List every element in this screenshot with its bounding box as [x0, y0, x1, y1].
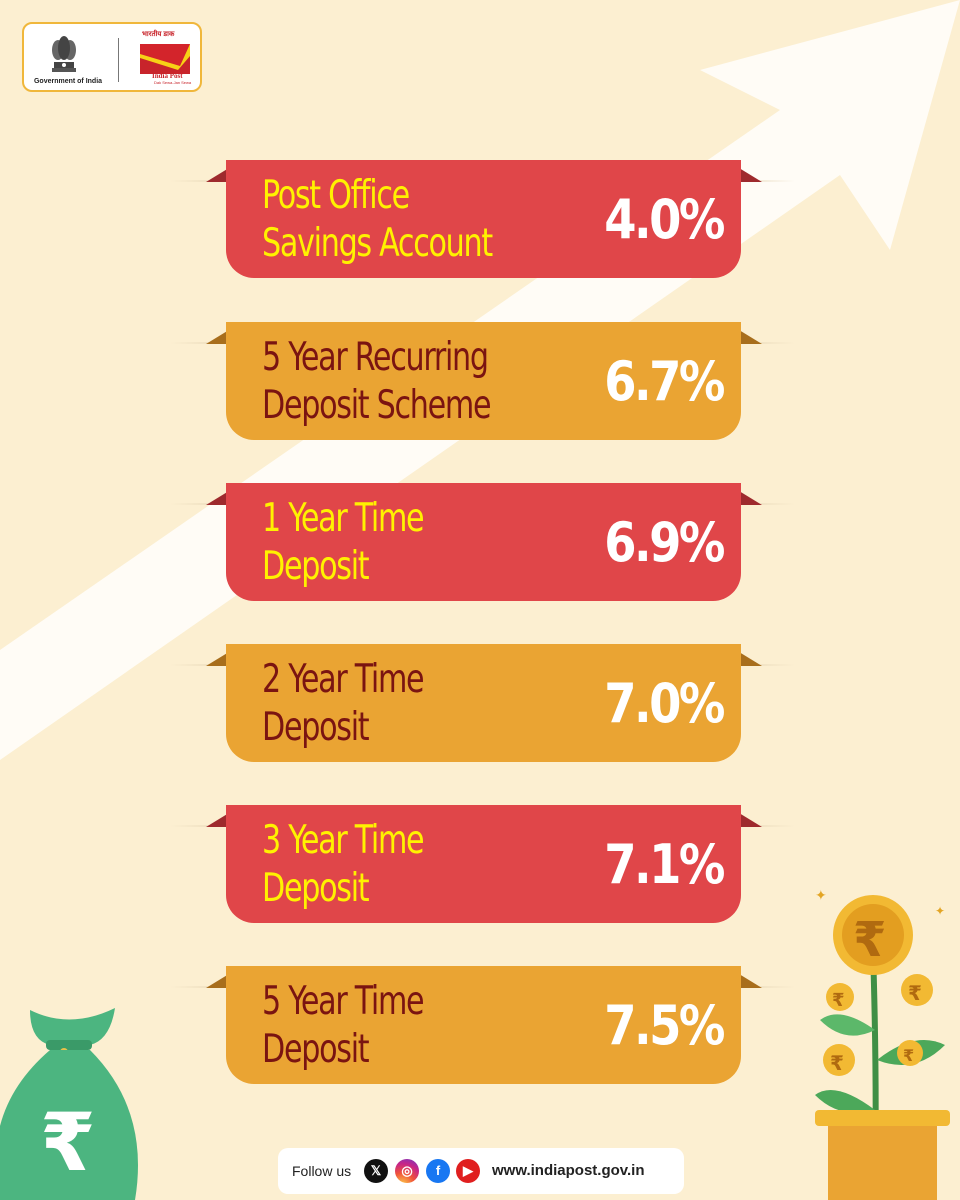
scheme-name: 2 Year Time Deposit — [262, 657, 425, 750]
ribbon-band — [226, 483, 741, 601]
rupee-glyph: ₹ — [903, 1046, 914, 1065]
rupee-glyph: ₹ — [40, 1096, 96, 1189]
svg-text:✦: ✦ — [935, 904, 945, 918]
rate-ribbon-recurring-deposit: 5 Year Recurring Deposit Scheme 6.7% — [170, 322, 795, 442]
scheme-name: 5 Year Time Deposit — [262, 979, 425, 1072]
india-post-tagline: Dak Sewa-Jan Sewa — [154, 80, 192, 85]
rupee-glyph: ₹ — [832, 990, 845, 1011]
interest-rate: 6.7% — [604, 350, 726, 413]
ribbon-band — [226, 805, 741, 923]
ribbon-band — [226, 644, 741, 762]
youtube-icon[interactable]: ▶ — [456, 1159, 480, 1183]
rate-ribbon-savings-account: Post Office Savings Account 4.0% — [170, 160, 795, 280]
interest-rate: 4.0% — [604, 188, 726, 251]
x-twitter-icon[interactable]: 𝕏 — [364, 1159, 388, 1183]
facebook-icon[interactable]: f — [426, 1159, 450, 1183]
india-post-logo-icon — [140, 44, 190, 74]
interest-rate: 7.5% — [604, 994, 726, 1057]
government-of-india-label: Government of India — [33, 78, 103, 85]
national-emblem-icon — [52, 36, 76, 72]
rate-ribbon-3-year-td: 3 Year Time Deposit 7.1% — [170, 805, 795, 925]
rupee-glyph: ₹ — [853, 912, 886, 968]
rupee-glyph: ₹ — [908, 981, 922, 1005]
interest-rate: 7.1% — [604, 833, 726, 896]
india-post-hindi-name: भारतीय डाक — [142, 31, 175, 38]
instagram-icon[interactable]: ◎ — [395, 1159, 419, 1183]
rate-ribbon-1-year-td: 1 Year Time Deposit 6.9% — [170, 483, 795, 603]
svg-text:✦: ✦ — [815, 887, 827, 903]
scheme-name: Post Office Savings Account — [262, 173, 493, 266]
website-link[interactable]: www.indiapost.gov.in — [492, 1162, 645, 1179]
ribbon-band — [226, 966, 741, 1084]
follow-us-label: Follow us — [292, 1163, 352, 1179]
rupee-glyph: ₹ — [830, 1051, 844, 1075]
ribbon-band — [226, 160, 741, 278]
interest-rate: 6.9% — [604, 511, 726, 574]
rate-ribbon-5-year-td: 5 Year Time Deposit 7.5% — [170, 966, 795, 1086]
footer-bar: Follow us 𝕏 ◎ f ▶ www.indiapost.gov.in — [278, 1148, 684, 1194]
india-post-name: India Post — [152, 72, 183, 80]
scheme-name: 1 Year Time Deposit — [262, 496, 425, 589]
logo-divider — [118, 38, 119, 82]
money-plant-icon: ₹ ₹ ₹ ₹ ₹ ✦ ✦ — [815, 887, 950, 1200]
logo-card: Government of India भारतीय डाक India Pos… — [22, 22, 202, 92]
scheme-name: 3 Year Time Deposit — [262, 818, 425, 911]
money-bag-icon: ₹ — [0, 1008, 138, 1200]
scheme-name: 5 Year Recurring Deposit Scheme — [262, 335, 492, 428]
interest-rate: 7.0% — [604, 672, 726, 735]
rate-ribbon-2-year-td: 2 Year Time Deposit 7.0% — [170, 644, 795, 764]
ribbon-band — [226, 322, 741, 440]
